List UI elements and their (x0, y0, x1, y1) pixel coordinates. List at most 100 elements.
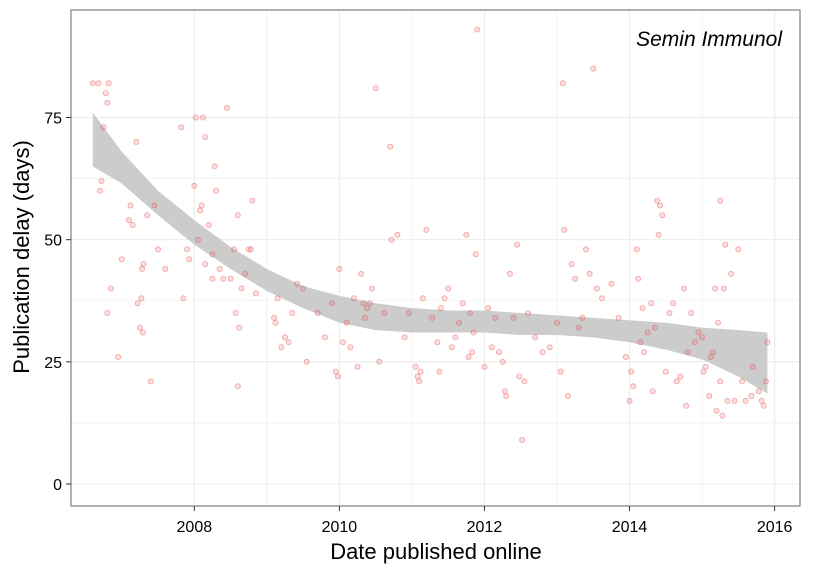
data-point (615, 314, 622, 321)
data-point (294, 280, 301, 287)
data-point (655, 231, 662, 238)
data-point (564, 392, 571, 399)
data-point (227, 275, 234, 282)
data-point (557, 368, 564, 375)
data-point (554, 319, 561, 326)
data-point (139, 329, 146, 336)
data-point (628, 368, 635, 375)
grid-lines (71, 10, 800, 506)
y-tick-label: 50 (44, 233, 62, 250)
data-point (717, 378, 724, 385)
data-point (516, 373, 523, 380)
data-point (139, 265, 146, 272)
data-point (717, 197, 724, 204)
data-point (412, 363, 419, 370)
data-point (278, 344, 285, 351)
data-point (368, 285, 375, 292)
data-point (719, 412, 726, 419)
data-point (546, 344, 553, 351)
data-point (216, 265, 223, 272)
data-point (525, 309, 532, 316)
data-point (662, 368, 669, 375)
data-point (197, 207, 204, 214)
data-point (683, 402, 690, 409)
data-point (98, 177, 105, 184)
data-point (724, 397, 731, 404)
data-point (363, 305, 370, 312)
data-point (238, 285, 245, 292)
data-point (495, 349, 502, 356)
data-point (452, 334, 459, 341)
x-tick-label: 2010 (322, 519, 358, 536)
data-point (194, 236, 201, 243)
data-point (202, 261, 209, 268)
data-point (388, 236, 395, 243)
axes: 0 25 50 75 2008 2010 2012 2014 2016 (44, 111, 792, 536)
data-point (180, 295, 187, 302)
data-point (140, 261, 147, 268)
data-point (680, 285, 687, 292)
data-point (684, 349, 691, 356)
data-point (657, 202, 664, 209)
data-point (492, 314, 499, 321)
y-tick-label: 75 (44, 111, 62, 128)
data-point (481, 363, 488, 370)
data-point (100, 124, 107, 131)
data-point (144, 212, 151, 219)
data-point (710, 349, 717, 356)
data-point (339, 339, 346, 346)
data-point (463, 231, 470, 238)
data-point (202, 134, 209, 141)
data-point (234, 383, 241, 390)
data-point (637, 339, 644, 346)
data-point (445, 285, 452, 292)
data-point (702, 363, 709, 370)
data-point (713, 407, 720, 414)
data-point (485, 305, 492, 312)
data-point (499, 358, 506, 365)
data-point (350, 295, 357, 302)
data-point (272, 319, 279, 326)
data-point (699, 334, 706, 341)
plot-panel (71, 10, 800, 506)
data-point (186, 256, 193, 263)
data-point (220, 275, 227, 282)
data-point (314, 309, 321, 316)
data-point (572, 275, 579, 282)
data-point (472, 251, 479, 258)
data-point (102, 90, 109, 97)
data-point (387, 143, 394, 150)
data-point (209, 251, 216, 258)
data-point (361, 314, 368, 321)
data-point (274, 295, 281, 302)
data-point (97, 187, 104, 194)
data-point (465, 353, 472, 360)
data-point (437, 305, 444, 312)
data-point (626, 397, 633, 404)
data-point (590, 65, 597, 72)
data-point (561, 226, 568, 233)
data-point (649, 388, 656, 395)
data-point (358, 270, 365, 277)
data-point (360, 300, 367, 307)
data-point (242, 270, 249, 277)
data-point (231, 246, 238, 253)
data-point (539, 349, 546, 356)
data-point (635, 275, 642, 282)
data-point (706, 392, 713, 399)
data-point (303, 358, 310, 365)
data-point (622, 353, 629, 360)
data-point (129, 221, 136, 228)
data-point (95, 80, 102, 87)
data-point (633, 246, 640, 253)
data-point (586, 270, 593, 277)
data-point (608, 280, 615, 287)
data-point (575, 324, 582, 331)
data-point (198, 202, 205, 209)
data-point (376, 358, 383, 365)
data-point (151, 202, 158, 209)
data-point (300, 285, 307, 292)
data-point (394, 231, 401, 238)
data-point (249, 197, 256, 204)
